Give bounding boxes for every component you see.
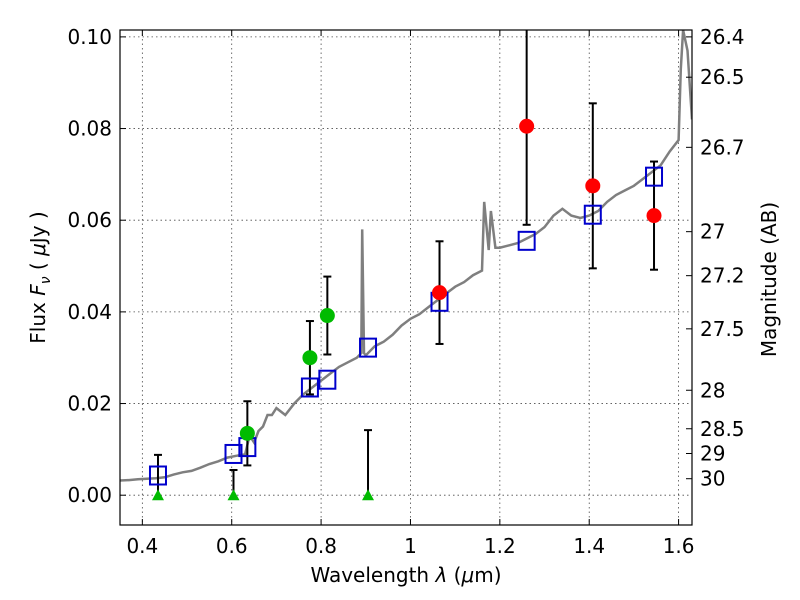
x-tick-label: 0.6	[216, 534, 248, 558]
y-tick-label: 0.06	[67, 208, 112, 232]
y2-tick-label: 29	[700, 442, 725, 466]
upper-limit-triangle	[227, 489, 240, 501]
x-tick-label: 1	[404, 534, 417, 558]
x-tick-label: 1.6	[663, 534, 695, 558]
x-axis-title: Wavelength λ (μm)	[310, 563, 501, 587]
x-tick-label: 0.8	[305, 534, 337, 558]
y-axis-title: Flux Fν ( μJy )	[26, 211, 54, 343]
model-photometry-square	[224, 443, 243, 464]
upper-limit-triangle	[151, 489, 164, 501]
model-photometry-square	[359, 337, 378, 358]
model-spectrum-line	[120, 30, 692, 482]
x-tick-label: 0.4	[126, 534, 158, 558]
y2-tick-label: 27.5	[700, 317, 745, 341]
y-tick-label: 0.08	[67, 117, 112, 141]
upper-limit-triangle	[362, 489, 375, 501]
y2-tick-label: 30	[700, 467, 725, 491]
y2-axis-title: Magnitude (AB)	[757, 202, 781, 357]
model-photometry-square	[583, 204, 602, 225]
y-tick-label: 0.04	[67, 300, 112, 324]
model-photometry-square	[300, 377, 319, 398]
y2-tick-label: 26.7	[700, 135, 745, 159]
x-tick-label: 1.4	[573, 534, 605, 558]
plot-frame	[119, 29, 693, 526]
green-data-point	[319, 308, 335, 324]
y2-tick-label: 28.5	[700, 417, 745, 441]
model-photometry-square	[645, 166, 664, 187]
error-bars	[153, 30, 659, 496]
grid-lines	[120, 30, 692, 525]
x-tick-label: 1.2	[484, 534, 516, 558]
red-data-point	[519, 118, 535, 134]
axis-ticks: 0.4 0.6 0.8 1 1.2 1.4 1.6 0.00 0.02 0.04 0.06 0.08 0…	[67, 25, 744, 558]
green-data-point	[239, 425, 255, 441]
green-data-point	[302, 350, 318, 366]
y-tick-label: 0.10	[67, 25, 112, 49]
model-spectrum	[120, 30, 692, 482]
y2-tick-label: 27.2	[700, 264, 745, 288]
y2-tick-label: 28	[700, 378, 725, 402]
y2-tick-label: 26.4	[700, 25, 745, 49]
red-data-point	[432, 285, 448, 301]
model-photometry-square	[517, 230, 536, 251]
model-photometry-square	[148, 465, 167, 486]
y-tick-label: 0.00	[67, 483, 112, 507]
model-photometry-square	[318, 369, 337, 390]
y2-tick-label: 27	[700, 220, 725, 244]
y-tick-label: 0.02	[67, 392, 112, 416]
data-markers	[148, 118, 664, 501]
red-data-point	[585, 178, 601, 194]
red-data-point	[646, 208, 662, 224]
y2-tick-label: 26.5	[700, 65, 745, 89]
